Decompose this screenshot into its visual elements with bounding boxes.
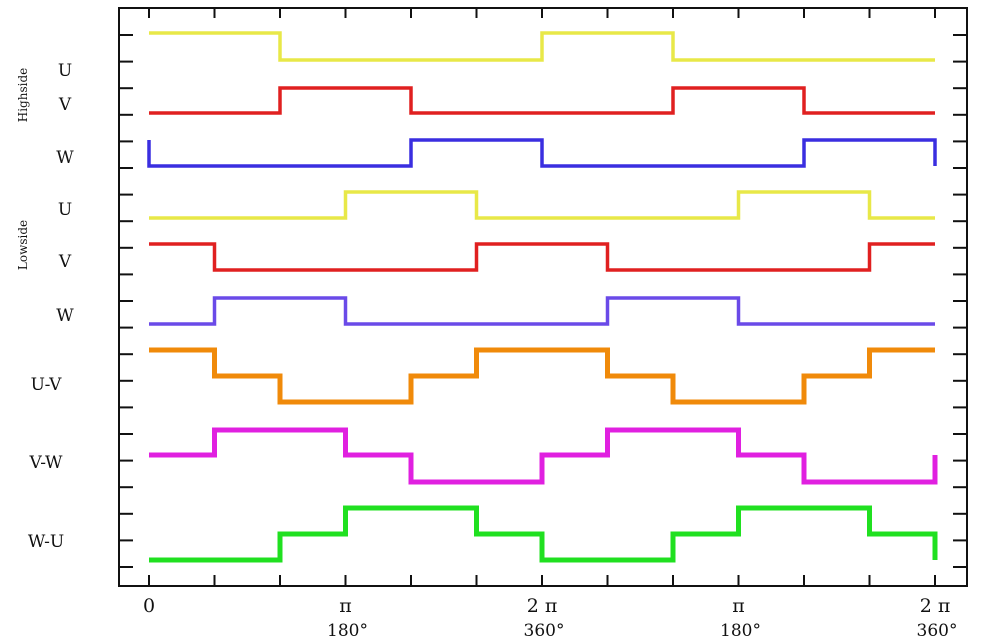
group-label-1: Highside bbox=[16, 68, 30, 123]
x-tick-sublabel-2: 180° bbox=[327, 621, 368, 640]
bottom-tick-marks bbox=[148, 8, 936, 586]
series-line-9 bbox=[149, 505, 938, 563]
group-label-2: Lowside bbox=[16, 220, 30, 270]
series-line-1 bbox=[149, 31, 935, 62]
series-label-5: V bbox=[58, 252, 72, 272]
x-tick-label-1: 0 bbox=[143, 595, 155, 617]
series-line-3 bbox=[147, 138, 937, 168]
x-tick-sublabel-5: 360° bbox=[917, 621, 958, 640]
x-tick-label-5: 2 π bbox=[920, 595, 951, 617]
series-label-1: U bbox=[58, 61, 72, 81]
series-label-4: U bbox=[58, 200, 72, 220]
series-line-2 bbox=[149, 86, 935, 115]
series-line-4 bbox=[149, 190, 935, 220]
left-tick-marks bbox=[119, 34, 133, 568]
series-label-2: V bbox=[58, 95, 72, 115]
series-line-6 bbox=[149, 296, 935, 326]
series-label-7: U-V bbox=[31, 375, 63, 395]
x-tick-labels: 0 π 180° 2 π 360° π 180° 2 π 360° bbox=[143, 595, 958, 640]
group-labels: Highside Lowside bbox=[16, 68, 30, 270]
series-label-9: W-U bbox=[28, 532, 64, 552]
series-label-6: W bbox=[56, 306, 74, 326]
series-label-3: W bbox=[56, 148, 74, 168]
series-label-8: V-W bbox=[28, 453, 63, 473]
series-line-8 bbox=[149, 427, 938, 485]
series-line-7 bbox=[149, 347, 935, 405]
series-line-5 bbox=[149, 242, 935, 272]
x-tick-sublabel-4: 180° bbox=[720, 621, 761, 640]
x-tick-label-2: π bbox=[339, 595, 352, 617]
series-group bbox=[147, 31, 938, 563]
x-tick-sublabel-3: 360° bbox=[524, 621, 565, 640]
x-tick-label-4: π bbox=[732, 595, 745, 617]
x-tick-label-3: 2 π bbox=[527, 595, 558, 617]
right-tick-marks bbox=[953, 34, 967, 568]
